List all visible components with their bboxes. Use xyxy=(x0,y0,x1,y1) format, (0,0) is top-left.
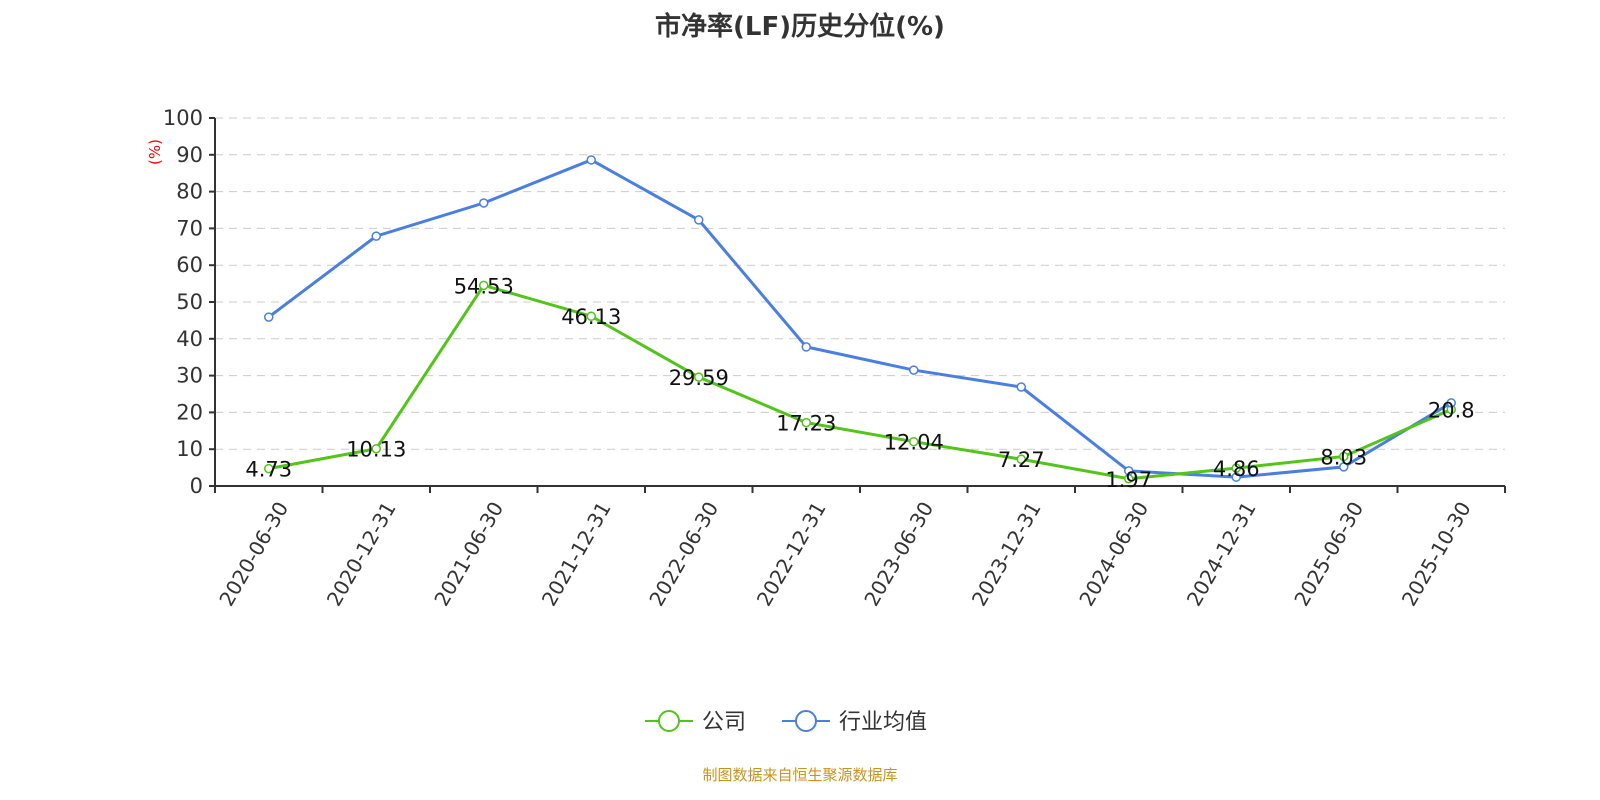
x-tick-label: 2022-12-31 xyxy=(752,498,831,611)
y-axis-label: (%) xyxy=(146,139,164,165)
y-tick-label: 30 xyxy=(176,364,203,388)
legend-marker xyxy=(658,710,680,732)
y-tick-label: 50 xyxy=(176,290,203,314)
data-point xyxy=(264,312,274,322)
source-footer: 制图数据来自恒生聚源数据库 xyxy=(702,766,898,784)
y-tick-label: 90 xyxy=(176,143,203,167)
data-point xyxy=(909,365,919,375)
data-point xyxy=(371,231,381,241)
data-point xyxy=(694,215,704,225)
data-label: 1.97 xyxy=(1105,468,1152,492)
x-tick-label: 2020-06-30 xyxy=(214,498,293,611)
data-point xyxy=(801,342,811,352)
chart-title: 市净率(LF)历史分位(%) xyxy=(655,12,945,42)
data-label: 8.03 xyxy=(1320,445,1367,469)
legend-label: 行业均值 xyxy=(839,710,927,735)
data-label: 29.59 xyxy=(669,366,729,390)
x-tick-label: 2025-10-30 xyxy=(1397,498,1476,611)
data-label: 4.86 xyxy=(1213,457,1260,481)
data-label: 54.53 xyxy=(454,274,514,298)
x-tick-label: 2021-06-30 xyxy=(429,498,508,611)
data-label: 4.73 xyxy=(245,458,292,482)
data-label: 10.13 xyxy=(346,438,406,462)
data-label: 46.13 xyxy=(561,305,621,329)
x-tick-label: 2023-12-31 xyxy=(967,498,1046,611)
y-tick-label: 20 xyxy=(176,400,203,424)
data-point xyxy=(264,463,274,474)
data-point xyxy=(909,436,919,447)
series-line-行业均值 xyxy=(267,158,1453,479)
data-point xyxy=(479,280,489,291)
y-tick-label: 60 xyxy=(176,253,203,277)
data-point xyxy=(1231,463,1241,473)
data-point xyxy=(586,311,596,321)
data-point xyxy=(1446,398,1456,408)
data-point xyxy=(371,443,381,454)
y-tick-label: 100 xyxy=(163,106,203,130)
legend-label: 公司 xyxy=(702,710,746,735)
data-point xyxy=(479,198,489,208)
data-point xyxy=(1016,454,1026,464)
y-tick-label: 70 xyxy=(176,216,203,240)
y-tick-label: 80 xyxy=(176,180,203,204)
data-label: 20.8 xyxy=(1428,398,1475,422)
data-point xyxy=(1339,462,1349,472)
x-tick-label: 2024-06-30 xyxy=(1074,498,1153,611)
y-tick-label: 0 xyxy=(190,474,203,498)
data-point xyxy=(801,417,811,428)
series-line-公司 xyxy=(268,283,1452,481)
data-point xyxy=(1339,451,1349,462)
data-label: 17.23 xyxy=(776,412,836,436)
x-tick-label: 2025-06-30 xyxy=(1289,498,1368,611)
data-point xyxy=(1016,382,1026,392)
y-tick-label: 40 xyxy=(176,327,203,351)
y-tick-label: 10 xyxy=(176,437,203,461)
data-point xyxy=(694,372,704,382)
x-tick-label: 2021-12-31 xyxy=(537,498,616,611)
data-label: 12.04 xyxy=(884,431,944,455)
x-tick-label: 2020-12-31 xyxy=(322,498,401,611)
x-tick-label: 2024-12-31 xyxy=(1182,498,1261,611)
legend-marker xyxy=(795,710,817,732)
data-point xyxy=(586,155,596,165)
data-point xyxy=(1124,466,1134,476)
x-tick-label: 2023-06-30 xyxy=(859,498,938,611)
data-label: 7.27 xyxy=(998,448,1045,472)
data-point xyxy=(1231,472,1241,482)
x-tick-label: 2022-06-30 xyxy=(644,498,723,611)
